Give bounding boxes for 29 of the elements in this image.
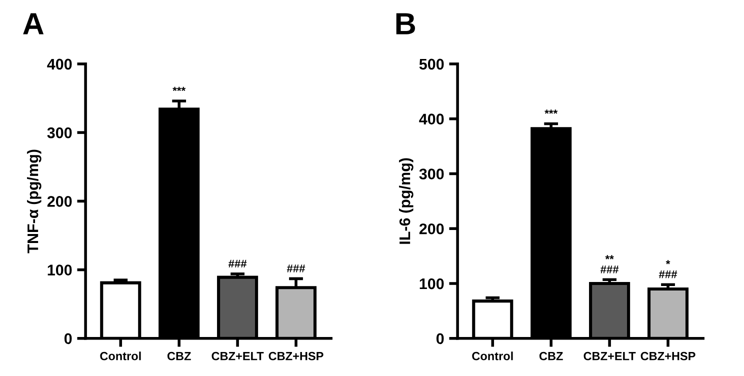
x-tick-label: CBZ+HSP	[268, 352, 324, 360]
y-tick-label: 300	[419, 168, 444, 180]
annotation: ###	[286, 264, 306, 272]
y-tick-label: 200	[419, 223, 444, 234]
annotation: ** ###	[600, 255, 619, 274]
y-tick-label: 400	[47, 58, 72, 70]
annotation: * ###	[658, 260, 678, 278]
y-tick-label: 100	[48, 264, 72, 276]
y-axis-title: TNF-α (pg/mg)	[27, 150, 42, 254]
y-axis-title: IL-6 (pg/mg)	[399, 158, 414, 244]
y-tick-label: 400	[419, 114, 444, 124]
annotation: ***	[172, 86, 186, 91]
y-tick-label: 300	[47, 127, 72, 138]
x-tick-label: CBZ	[539, 352, 563, 360]
x-tick-label: Control	[100, 352, 141, 360]
y-tick-label: 0	[64, 333, 72, 344]
annotation: ###	[228, 260, 247, 268]
x-tick-label: CBZ+HSP	[640, 352, 696, 360]
y-tick-label: 500	[419, 58, 444, 70]
x-tick-label: CBZ+ELT	[584, 352, 636, 360]
y-tick-label: 0	[436, 333, 444, 344]
x-tick-label: CBZ+ELT	[212, 352, 264, 360]
y-tick-label: 100	[420, 278, 444, 290]
x-tick-label: CBZ	[167, 352, 191, 360]
chart-title: A	[23, 13, 44, 34]
chart-title: B	[396, 13, 415, 34]
x-tick-label: Control	[472, 352, 513, 360]
y-tick-label: 200	[47, 196, 72, 207]
annotation: ***	[544, 110, 558, 114]
